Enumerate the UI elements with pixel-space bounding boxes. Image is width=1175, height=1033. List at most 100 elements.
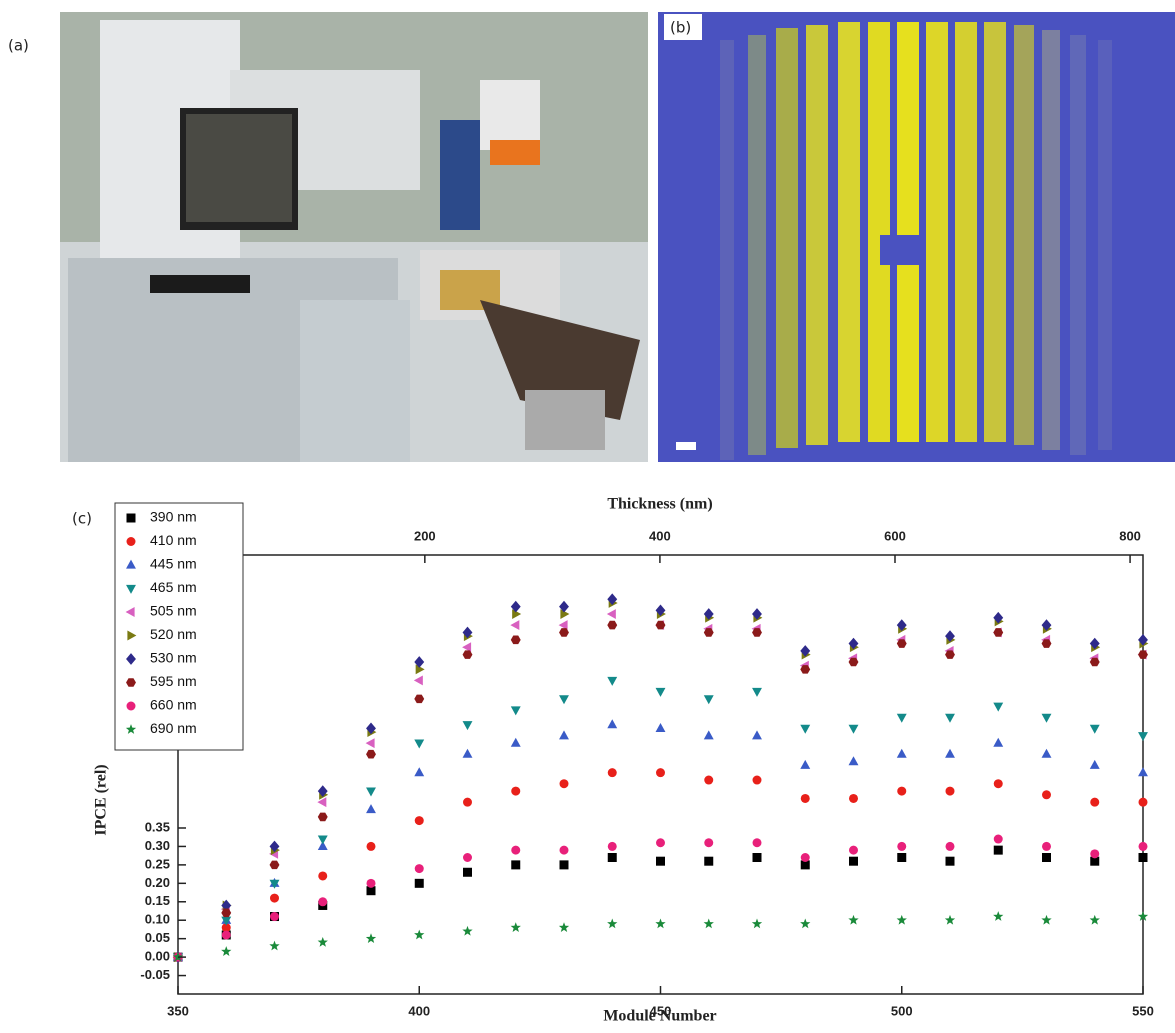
legend-marker: [126, 584, 136, 594]
x2-tick-label: 200: [414, 528, 436, 543]
data-point: [414, 656, 425, 668]
top-axis-title: Thickness (nm): [607, 496, 712, 513]
data-point: [512, 609, 522, 619]
data-point: [945, 748, 955, 758]
data-point: [751, 918, 763, 929]
data-point: [510, 635, 521, 645]
data-point: [221, 899, 232, 912]
data-point: [897, 841, 907, 851]
data-point: [221, 923, 231, 933]
data-point: [897, 786, 907, 796]
data-point: [1138, 633, 1148, 646]
data-point: [1089, 914, 1100, 925]
data-point: [1089, 724, 1100, 734]
data-point: [703, 730, 714, 740]
data-point: [462, 642, 472, 653]
data-point: [1138, 841, 1148, 851]
data-point: [944, 914, 956, 925]
data-point: [1138, 853, 1148, 863]
y-tick-label: 0.20: [145, 875, 170, 890]
data-point: [366, 787, 376, 797]
data-point: [1090, 797, 1100, 807]
data-point: [269, 860, 280, 870]
legend-marker: [126, 701, 136, 711]
data-point: [800, 793, 810, 803]
data-point: [1137, 911, 1149, 921]
data-point: [655, 620, 666, 630]
data-point: [752, 608, 762, 620]
y-tick-label: 0.15: [145, 893, 170, 908]
y-tick-label: 0.25: [145, 856, 170, 871]
y-tick-label: 0.30: [145, 838, 170, 853]
data-point: [752, 853, 762, 863]
data-point: [510, 706, 521, 716]
data-point: [655, 918, 666, 929]
data-point: [800, 853, 810, 863]
data-point: [1138, 767, 1148, 777]
data-point: [1089, 657, 1100, 667]
data-point: [414, 694, 425, 704]
data-point: [414, 929, 425, 940]
y-tick-label: 0.00: [145, 949, 170, 964]
data-point: [655, 604, 666, 617]
data-point: [317, 797, 327, 808]
data-point: [607, 719, 618, 729]
data-point: [317, 835, 328, 845]
data-point: [462, 721, 473, 731]
data-point: [414, 739, 425, 749]
legend-marker: [126, 678, 136, 687]
data-point: [1041, 639, 1052, 648]
photo-modules: [658, 12, 1175, 462]
data-point: [559, 779, 569, 789]
plot-marks: [172, 593, 1149, 963]
data-point: [752, 775, 762, 785]
data-point: [607, 841, 617, 851]
data-point: [606, 609, 616, 619]
data-point: [221, 946, 232, 956]
data-point: [896, 639, 907, 648]
legend-marker: [125, 724, 137, 734]
data-point: [945, 841, 955, 851]
data-point: [366, 886, 376, 896]
data-point: [1089, 637, 1100, 650]
data-point: [848, 914, 859, 925]
data-point: [366, 841, 376, 851]
data-point: [704, 856, 714, 866]
data-point: [896, 713, 907, 723]
data-point: [607, 768, 617, 778]
data-point: [656, 838, 665, 848]
data-point: [848, 637, 859, 650]
data-point: [945, 630, 955, 643]
data-point: [463, 867, 472, 877]
data-point: [1138, 732, 1148, 742]
data-point: [656, 768, 665, 778]
data-point: [414, 767, 425, 777]
legend-label: 530 nm: [150, 650, 197, 666]
data-point: [559, 730, 569, 740]
data-point: [704, 775, 714, 785]
data-point: [945, 786, 955, 796]
data-point: [800, 724, 811, 734]
data-point: [800, 860, 810, 870]
data-point: [752, 838, 762, 848]
data-point: [414, 864, 424, 874]
legend-label: 690 nm: [150, 720, 197, 736]
data-point: [511, 860, 521, 870]
data-point: [607, 853, 617, 863]
data-point: [559, 695, 569, 705]
x-tick-label: 450: [650, 1003, 672, 1018]
data-point: [848, 657, 859, 667]
data-point: [510, 620, 520, 631]
legend-box: [114, 502, 244, 751]
data-point: [993, 911, 1004, 921]
data-point: [462, 626, 473, 639]
data-point: [270, 912, 279, 922]
data-point: [993, 611, 1004, 624]
panel-label: (a): [8, 37, 29, 55]
data-point: [655, 687, 666, 697]
data-point: [849, 845, 858, 855]
x2-tick-label: 600: [884, 528, 906, 543]
data-point: [510, 737, 521, 747]
data-point: [511, 786, 521, 796]
